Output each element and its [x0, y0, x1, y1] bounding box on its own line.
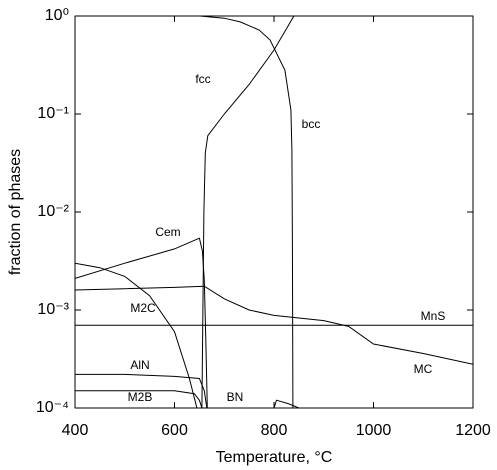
series-label: M2B: [128, 390, 153, 404]
series-label: MnS: [421, 309, 446, 323]
y-tick-label: 10⁰: [45, 7, 69, 24]
y-tick-label: 10⁻³: [37, 301, 69, 318]
y-tick-label: 10⁻²: [37, 203, 69, 220]
x-tick-label: 800: [261, 422, 288, 439]
x-tick-label: 600: [161, 422, 188, 439]
series-label: Cem: [155, 225, 180, 239]
series-line: [75, 390, 203, 408]
series-line: [75, 237, 208, 408]
series-line: [199, 16, 294, 408]
y-axis-label: fraction of phases: [7, 149, 24, 275]
series-line: [201, 16, 295, 408]
curves: [75, 16, 473, 408]
x-tick-label: 1000: [356, 422, 392, 439]
plot-frame: [74, 15, 474, 409]
series-label: fcc: [195, 72, 210, 86]
series-line: [75, 262, 198, 408]
series-line: [75, 285, 473, 365]
y-tick-label: 10⁻⁴: [36, 399, 69, 416]
series-label: AlN: [130, 358, 149, 372]
series-label: BN: [227, 390, 244, 404]
y-tick-label: 10⁻¹: [37, 105, 69, 122]
series-line: [273, 399, 300, 408]
series-line: [75, 373, 208, 408]
x-tick-label: 400: [62, 422, 89, 439]
x-axis-label: Temperature, °C: [216, 449, 333, 466]
series-label: MC: [414, 362, 433, 376]
x-tick-label: 1200: [455, 422, 491, 439]
series-label: M2C: [130, 301, 156, 315]
series-label: bcc: [302, 117, 321, 131]
